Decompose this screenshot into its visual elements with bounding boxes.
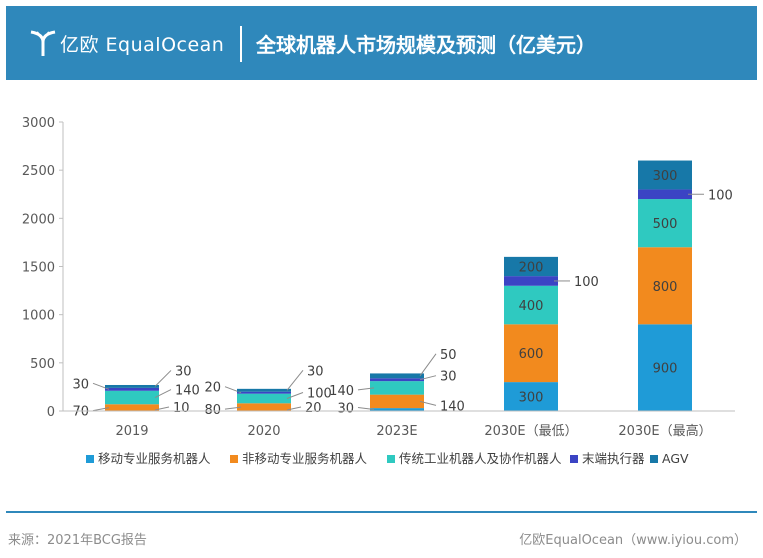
y-tick-label: 1500 — [22, 261, 55, 276]
y-axis: 0 500 1000 1500 2000 2500 3000 — [22, 116, 64, 420]
bar-segment — [237, 403, 291, 411]
bar-segment — [638, 160, 692, 190]
data-label: 140 — [329, 384, 354, 399]
x-tick-label: 2019 — [115, 424, 148, 439]
header-divider — [240, 26, 242, 62]
data-label: 30 — [440, 370, 457, 385]
y-tick-label: 2500 — [22, 164, 55, 179]
legend-swatch — [570, 455, 578, 463]
leader-line — [154, 370, 172, 387]
data-label: 20 — [204, 381, 221, 396]
legend-label: 移动专业服务机器人 — [98, 451, 211, 466]
bar-segment — [504, 256, 558, 277]
data-label: 900 — [653, 362, 678, 377]
bar-segment — [105, 390, 159, 405]
leader-line — [419, 375, 437, 381]
x-tick-label: 2020 — [247, 424, 280, 439]
page-title: 全球机器人市场规模及预测（亿美元） — [256, 33, 596, 57]
leader-line — [357, 407, 375, 411]
bar-segment — [638, 199, 692, 248]
credit-note: 亿欧EqualOcean（www.iyiou.com） — [519, 533, 747, 548]
data-label: 200 — [519, 261, 544, 276]
x-tick-label: 2030E（最高） — [618, 423, 711, 439]
legend-swatch — [650, 455, 658, 463]
legend-label: AGV — [662, 451, 689, 466]
bar-segment — [105, 404, 159, 411]
data-label: 20 — [305, 401, 322, 416]
bar-segment — [638, 324, 692, 411]
bar-segment — [504, 285, 558, 325]
bar-segment — [237, 391, 291, 394]
data-label: 100 — [574, 275, 599, 290]
data-label: 600 — [519, 347, 544, 362]
bar-segment — [504, 382, 558, 411]
data-label: 30 — [72, 377, 89, 392]
legend-label: 传统工业机器人及协作机器人 — [399, 451, 562, 466]
logo-text: 亿欧 EqualOcean — [60, 34, 225, 56]
data-label: 10 — [173, 401, 190, 416]
data-label: 30 — [307, 364, 324, 379]
bar-segment — [504, 276, 558, 286]
data-label: 70 — [72, 405, 89, 420]
header-banner: 亿欧 EqualOcean 全球机器人市场规模及预测（亿美元） — [6, 6, 757, 80]
x-tick-label: 2030E（最低） — [484, 424, 577, 439]
leader-line — [154, 406, 170, 411]
legend-swatch — [230, 455, 238, 463]
legend: 移动专业服务机器人 非移动专业服务机器人 传统工业机器人及协作机器人 末端执行器 AGV — [86, 451, 689, 466]
bar-segment — [638, 189, 692, 200]
leader-line — [92, 407, 110, 412]
y-tick-label: 1000 — [22, 309, 55, 324]
footer-divider — [6, 511, 757, 513]
bar-segment — [370, 378, 424, 382]
data-label: 100 — [307, 386, 332, 401]
bar-segment — [370, 394, 424, 409]
equalocean-logo-icon — [30, 30, 56, 56]
data-label: 800 — [653, 280, 678, 295]
bar-segment — [105, 384, 159, 388]
data-label: 30 — [175, 364, 192, 379]
source-note: 来源：2021年BCG报告 — [8, 533, 147, 548]
data-label: 400 — [519, 299, 544, 314]
data-label: 100 — [708, 188, 733, 203]
leader-line — [224, 406, 242, 410]
bar-segment — [370, 381, 424, 395]
leader-line — [286, 369, 304, 391]
leader-line — [286, 392, 304, 399]
bar-segment — [370, 373, 424, 379]
y-tick-label: 500 — [30, 357, 55, 372]
x-tick-label: 2023E — [376, 424, 417, 439]
legend-label: 非移动专业服务机器人 — [242, 451, 368, 466]
data-label: 500 — [653, 217, 678, 232]
bar-segment — [504, 324, 558, 383]
data-label: 300 — [653, 169, 678, 184]
data-label: 50 — [440, 348, 457, 363]
bar-segment — [638, 247, 692, 325]
data-label: 30 — [337, 402, 354, 417]
data-label: 140 — [440, 399, 465, 414]
leader-line — [419, 353, 437, 377]
leader-line — [419, 400, 437, 406]
legend-label: 末端执行器 — [582, 451, 645, 466]
bar-segment — [105, 387, 159, 391]
y-tick-label: 0 — [47, 405, 55, 420]
data-label: 300 — [519, 391, 544, 406]
y-tick-label: 2000 — [22, 212, 55, 227]
leader-line — [286, 406, 302, 411]
bar-segment — [237, 393, 291, 404]
leader-line — [92, 382, 110, 390]
data-label: 140 — [175, 384, 200, 399]
y-tick-label: 3000 — [22, 116, 55, 131]
bar-segment — [237, 388, 291, 392]
leader-line — [154, 389, 172, 398]
legend-swatch — [387, 455, 395, 463]
x-axis: 2019 2020 2023E 2030E（最低） 2030E（最高） — [63, 410, 735, 439]
bar-segment — [370, 408, 424, 411]
legend-swatch — [86, 455, 94, 463]
leader-line — [357, 387, 375, 391]
